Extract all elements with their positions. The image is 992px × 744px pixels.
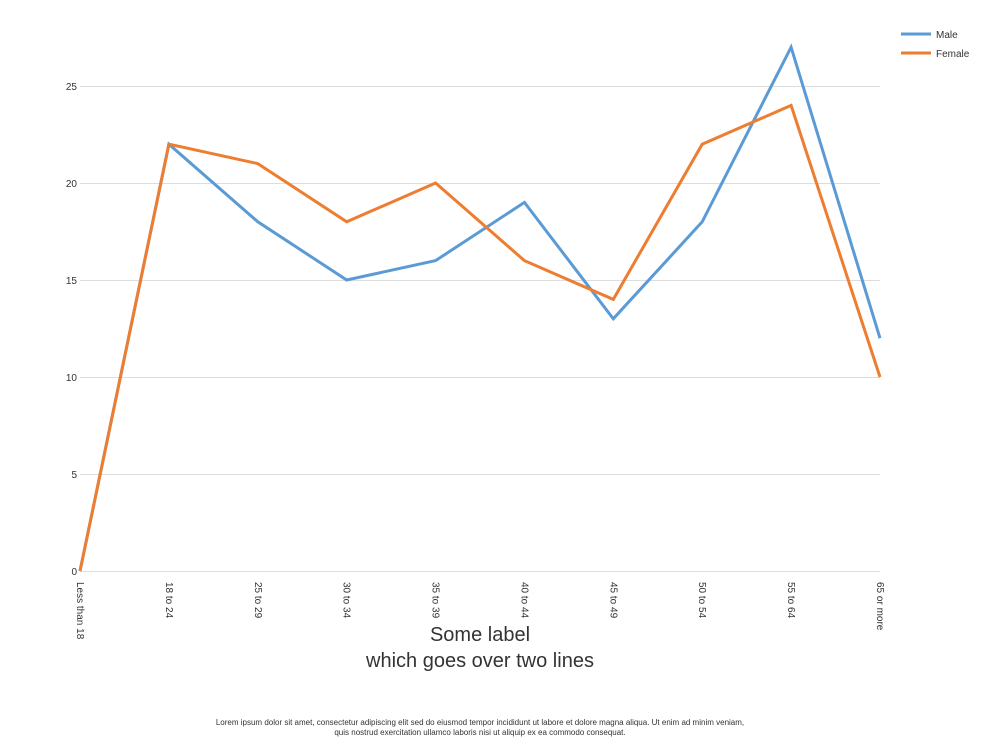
x-tick-label: 55 to 64: [785, 582, 796, 619]
y-tick-label: 25: [66, 82, 78, 93]
x-tick-label: 45 to 49: [607, 582, 618, 619]
x-tick-label: 50 to 54: [696, 582, 707, 619]
x-tick-label: 40 to 44: [518, 582, 529, 619]
gridlines: [80, 86, 880, 572]
footnote: Lorem ipsum dolor sit amet, consectetur …: [196, 718, 764, 738]
series-line-female: [78, 103, 882, 572]
x-axis-label-line-2: which goes over two lines: [365, 650, 594, 672]
legend-label-male: Male: [936, 30, 958, 41]
x-tick-label: 25 to 29: [252, 582, 263, 619]
y-tick-label: 5: [71, 470, 77, 481]
y-tick-label: 10: [66, 373, 78, 384]
x-axis-ticks: Less than 18 18 to 24 25 to 29 30 to 34 35 t…: [74, 582, 885, 640]
x-tick-label: 18 to 24: [163, 582, 174, 619]
series-lines: [78, 43, 882, 572]
series-line-male: [78, 43, 882, 572]
footnote-line-1: Lorem ipsum dolor sit amet, consectetur …: [215, 718, 745, 727]
x-tick-label: 30 to 34: [341, 582, 352, 619]
legend: Male Female: [901, 30, 970, 60]
legend-label-female: Female: [936, 49, 970, 60]
footnote-line-2: quis nostrud exercitation ullamco labori…: [334, 728, 626, 737]
x-tick-label: Less than 18: [74, 582, 85, 640]
x-tick-label: 35 to 39: [430, 582, 441, 619]
x-tick-label: 65 or more: [874, 582, 885, 631]
x-axis-label-line-1: Some label: [430, 624, 530, 646]
y-axis-ticks: 0 5 10 15 20 25: [66, 82, 78, 578]
y-tick-label: 0: [71, 567, 77, 578]
y-tick-label: 15: [66, 276, 78, 287]
y-tick-label: 20: [66, 179, 78, 190]
